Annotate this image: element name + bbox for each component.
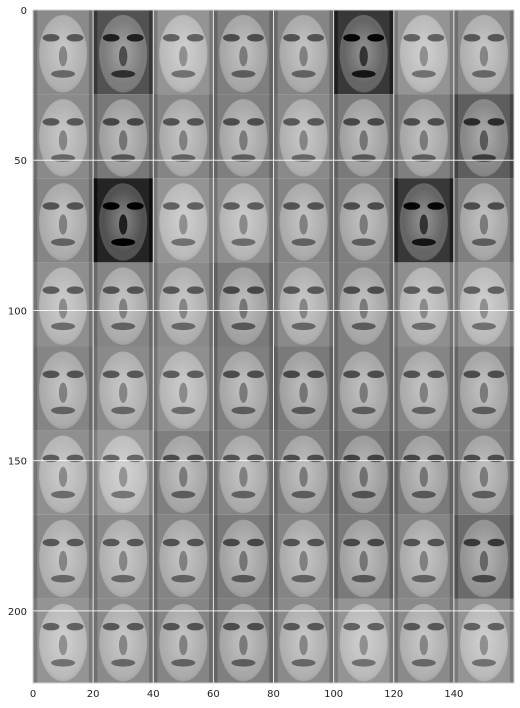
face-tile: [333, 178, 394, 263]
y-tick-label: 200: [8, 607, 27, 618]
x-axis-ticks: 0 20 40 60 80 100 120 140: [30, 689, 464, 700]
face-tile: [93, 178, 154, 263]
face-tile: [453, 178, 514, 263]
face-tile: [333, 514, 394, 599]
face-tile: [213, 262, 274, 347]
face-tile: [153, 598, 214, 683]
face-tile: [213, 346, 274, 431]
face-tile: [273, 262, 334, 347]
face-tile: [273, 346, 334, 431]
face-tile: [33, 10, 94, 95]
x-tick-label: 100: [324, 689, 343, 700]
x-tick-label: 80: [267, 689, 280, 700]
face-tile: [93, 10, 154, 95]
y-tick-label: 100: [8, 306, 27, 317]
face-tile: [33, 598, 94, 683]
face-tile: [33, 262, 94, 347]
face-tile: [33, 430, 94, 515]
face-tile: [213, 178, 274, 263]
face-tile: [213, 10, 274, 95]
face-tile: [93, 598, 154, 683]
face-tile: [333, 598, 394, 683]
face-tile: [33, 178, 94, 263]
face-tile: [153, 514, 214, 599]
face-tile: [393, 178, 454, 263]
face-tile: [333, 10, 394, 95]
face-tile: [393, 346, 454, 431]
face-tile: [453, 10, 514, 95]
face-tile: [153, 10, 214, 95]
face-tile: [33, 94, 94, 179]
face-tile: [453, 94, 514, 179]
y-tick-label: 150: [8, 457, 27, 468]
face-tile: [453, 514, 514, 599]
face-tile: [93, 262, 154, 347]
face-tile: [273, 10, 334, 95]
face-tile: [333, 262, 394, 347]
face-tile: [153, 346, 214, 431]
face-tile: [33, 346, 94, 431]
face-tile: [153, 262, 214, 347]
image-tiles: [33, 10, 514, 683]
x-tick-label: 20: [87, 689, 100, 700]
face-tile: [213, 430, 274, 515]
face-tile: [453, 262, 514, 347]
face-tile: [33, 514, 94, 599]
face-tile: [453, 598, 514, 683]
face-tile: [93, 346, 154, 431]
face-tile: [333, 430, 394, 515]
face-tile: [93, 514, 154, 599]
x-tick-label: 120: [384, 689, 403, 700]
face-tile: [453, 430, 514, 515]
face-tile: [153, 430, 214, 515]
face-tile: [393, 10, 454, 95]
face-tile: [333, 346, 394, 431]
face-tile: [393, 262, 454, 347]
face-tile: [393, 94, 454, 179]
y-axis-ticks: 0 50 100 150 200: [8, 6, 27, 618]
x-tick-label: 40: [147, 689, 160, 700]
face-tile: [213, 514, 274, 599]
face-tile: [393, 430, 454, 515]
face-tile: [333, 94, 394, 179]
face-tile: [93, 94, 154, 179]
face-tile: [453, 346, 514, 431]
face-tile: [153, 178, 214, 263]
y-tick-label: 0: [21, 6, 27, 17]
face-tile: [273, 178, 334, 263]
x-tick-label: 60: [207, 689, 220, 700]
face-tile: [213, 94, 274, 179]
x-tick-label: 0: [30, 689, 36, 700]
face-tile: [273, 514, 334, 599]
face-tile: [273, 430, 334, 515]
x-tick-label: 140: [444, 689, 463, 700]
face-tile: [273, 598, 334, 683]
face-tile: [393, 514, 454, 599]
face-tile: [213, 598, 274, 683]
face-tile: [393, 598, 454, 683]
face-tile: [273, 94, 334, 179]
y-tick-label: 50: [14, 156, 27, 167]
face-tile: [93, 430, 154, 515]
face-tile: [153, 94, 214, 179]
axes-frame: [32, 9, 515, 684]
